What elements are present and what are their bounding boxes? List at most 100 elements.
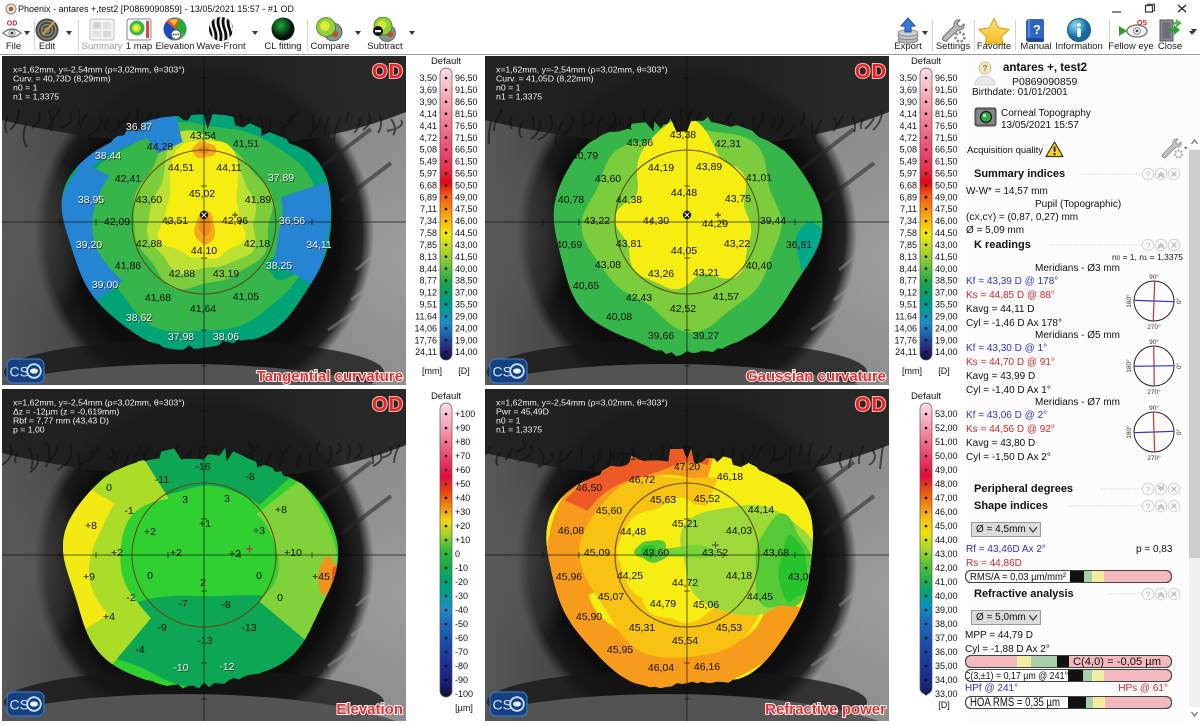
svg-text:x=1,62mm, y=-2,54mm (ρ=3,02mm,: x=1,62mm, y=-2,54mm (ρ=3,02mm, θ=303°) — [13, 398, 185, 408]
svg-text:36,81: 36,81 — [786, 239, 812, 251]
svg-text:41,57: 41,57 — [713, 291, 739, 303]
svg-text:?: ? — [1033, 22, 1041, 37]
svg-text:-30: -30 — [455, 591, 468, 601]
svg-text:41,50: 41,50 — [935, 252, 958, 262]
svg-text:7,85: 7,85 — [899, 240, 917, 250]
svg-text:71,50: 71,50 — [935, 133, 958, 143]
svg-text:6,68: 6,68 — [419, 180, 437, 190]
svg-text:43,60: 43,60 — [136, 194, 162, 206]
svg-text:6,89: 6,89 — [419, 192, 437, 202]
svg-text:-11: -11 — [155, 474, 170, 486]
svg-text:0: 0 — [147, 570, 153, 582]
svg-text:-13: -13 — [197, 635, 212, 647]
svg-text:CS: CS — [10, 364, 29, 380]
svg-text:35,50: 35,50 — [455, 300, 478, 310]
svg-text:14,06: 14,06 — [894, 323, 917, 333]
svg-text:40,08: 40,08 — [606, 311, 632, 323]
svg-text:4,41: 4,41 — [419, 121, 437, 131]
svg-text:3,90: 3,90 — [899, 97, 917, 107]
svg-text:+50: +50 — [455, 479, 470, 489]
svg-text:Elevation: Elevation — [336, 701, 403, 718]
svg-text:47,50: 47,50 — [455, 204, 478, 214]
svg-text:35,50: 35,50 — [935, 300, 958, 310]
svg-text:41,01: 41,01 — [746, 172, 772, 184]
svg-text:45,63: 45,63 — [650, 494, 676, 506]
svg-text:OD: OD — [855, 61, 887, 83]
svg-text:46,72: 46,72 — [629, 474, 655, 486]
svg-text:36,87: 36,87 — [127, 122, 153, 134]
svg-text:5,49: 5,49 — [899, 157, 917, 167]
svg-text:43,52: 43,52 — [702, 547, 728, 559]
svg-text:0: 0 — [455, 549, 460, 559]
svg-text:96,50: 96,50 — [935, 73, 958, 83]
svg-text:[mm]: [mm] — [902, 366, 922, 376]
svg-text:43,75: 43,75 — [725, 193, 751, 205]
svg-text:29,00: 29,00 — [455, 312, 478, 322]
svg-text:?: ? — [1146, 169, 1151, 179]
svg-text:-80: -80 — [455, 661, 468, 671]
svg-text:+1: +1 — [199, 518, 211, 530]
svg-text:8,44: 8,44 — [899, 264, 917, 274]
svg-text:43,22: 43,22 — [724, 238, 750, 250]
svg-text:OD: OD — [855, 394, 887, 416]
svg-text:43,81: 43,81 — [616, 238, 642, 250]
svg-text:38,62: 38,62 — [126, 312, 152, 324]
svg-text:7,85: 7,85 — [419, 240, 437, 250]
svg-text:9,51: 9,51 — [899, 300, 917, 310]
svg-text:Curv. = 41,05D (8,22mm): Curv. = 41,05D (8,22mm) — [496, 74, 594, 84]
svg-text:n0 = 1: n0 = 1 — [496, 416, 521, 426]
svg-text:38,44: 38,44 — [96, 151, 122, 163]
svg-text:66,50: 66,50 — [455, 145, 478, 155]
svg-text:9,12: 9,12 — [899, 288, 917, 298]
svg-text:38,06: 38,06 — [213, 331, 239, 343]
svg-text:-20: -20 — [455, 577, 468, 587]
svg-text:+8: +8 — [85, 520, 97, 532]
svg-text:44,50: 44,50 — [455, 228, 478, 238]
svg-text:-10: -10 — [174, 663, 189, 675]
svg-text:Pwr = 45,49D: Pwr = 45,49D — [496, 407, 549, 417]
svg-text:86,50: 86,50 — [455, 97, 478, 107]
svg-text:53,00: 53,00 — [935, 409, 958, 419]
svg-text:5,08: 5,08 — [419, 145, 437, 155]
svg-text:OD: OD — [372, 394, 404, 416]
svg-text:38,50: 38,50 — [935, 276, 958, 286]
svg-text:38,00: 38,00 — [935, 619, 958, 629]
svg-text:Gaussian curvature: Gaussian curvature — [746, 368, 886, 385]
svg-text:0°: 0° — [1175, 297, 1183, 304]
svg-text:42,18: 42,18 — [244, 238, 270, 250]
svg-text:39,00: 39,00 — [93, 280, 119, 292]
svg-text:43,38: 43,38 — [670, 129, 696, 141]
svg-text:-60: -60 — [455, 633, 468, 643]
svg-text:46,50: 46,50 — [576, 482, 602, 494]
svg-text:38,62: 38,62 — [127, 313, 153, 325]
svg-text:39,20: 39,20 — [76, 239, 102, 251]
svg-text:47,50: 47,50 — [935, 204, 958, 214]
svg-text:39,00: 39,00 — [92, 279, 118, 291]
svg-text:43,51: 43,51 — [162, 215, 188, 227]
svg-text:0: 0 — [256, 570, 262, 582]
svg-text:44,25: 44,25 — [617, 570, 643, 582]
svg-text:14,06: 14,06 — [414, 323, 437, 333]
svg-text:7,34: 7,34 — [419, 216, 437, 226]
svg-text:-12: -12 — [220, 662, 235, 674]
svg-text:-12: -12 — [219, 661, 234, 673]
svg-text:44,38: 44,38 — [616, 194, 642, 206]
svg-text:42,00: 42,00 — [935, 563, 958, 573]
svg-text:7,11: 7,11 — [900, 204, 917, 214]
svg-text:90°: 90° — [1149, 273, 1159, 281]
svg-text:35,00: 35,00 — [935, 661, 958, 671]
svg-text:44,19: 44,19 — [648, 162, 674, 174]
svg-text:86,50: 86,50 — [935, 97, 958, 107]
svg-text:CS: CS — [493, 364, 512, 380]
svg-text:n1 = 1,3375: n1 = 1,3375 — [496, 92, 542, 102]
svg-text:5,49: 5,49 — [419, 157, 437, 167]
svg-text:40,00: 40,00 — [935, 264, 958, 274]
svg-text:50,50: 50,50 — [935, 180, 958, 190]
svg-text:8,13: 8,13 — [419, 252, 437, 262]
svg-text:19,00: 19,00 — [455, 335, 478, 345]
svg-text:42,41: 42,41 — [115, 173, 141, 185]
svg-text:43,60: 43,60 — [643, 547, 669, 559]
svg-text:11,64: 11,64 — [415, 312, 437, 322]
svg-text:40,00: 40,00 — [935, 591, 958, 601]
svg-text:39,27: 39,27 — [693, 330, 719, 342]
